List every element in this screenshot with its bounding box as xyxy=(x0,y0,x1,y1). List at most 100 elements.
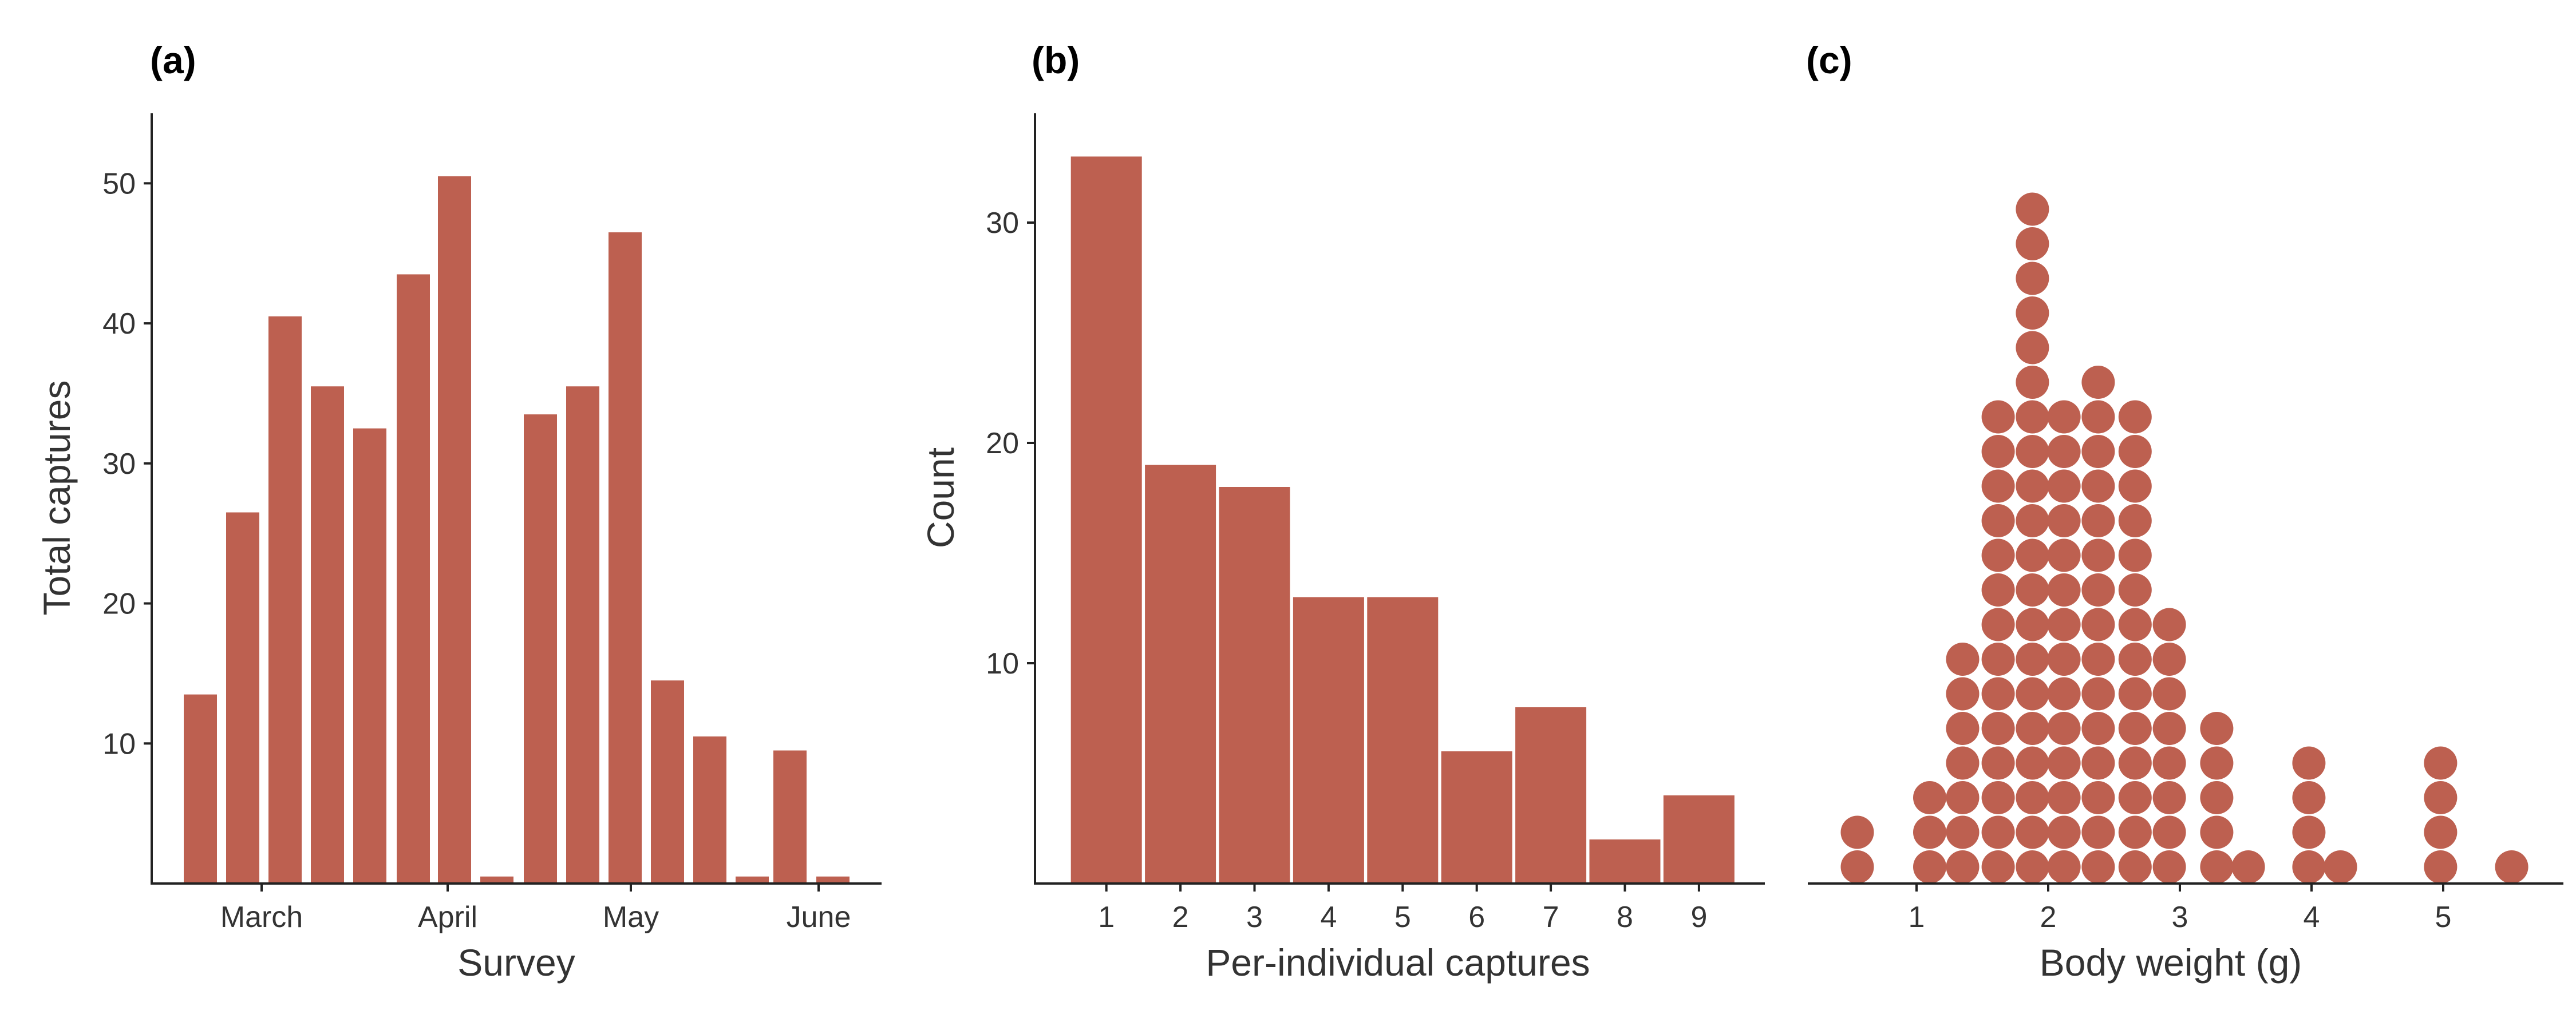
panel-c-dot xyxy=(2118,746,2152,780)
panel-b-y-tick-label: 30 xyxy=(986,207,1019,240)
panel-a-y-title: Total captures xyxy=(35,381,78,616)
panel-c-dot xyxy=(2081,400,2115,434)
panel-c-dots xyxy=(1840,192,2528,884)
panel-c-dot xyxy=(1981,400,2015,434)
panel-c-dot xyxy=(2081,643,2115,676)
panel-c-dot xyxy=(2424,850,2458,884)
panel-c-x-tick-label: 5 xyxy=(2435,901,2452,934)
panel-b-y-tick-label: 10 xyxy=(986,647,1019,680)
panel-c-dot xyxy=(2081,781,2115,814)
panel-c-dot xyxy=(2118,643,2152,676)
panel-c-dot xyxy=(2081,712,2115,745)
panel-c-dot xyxy=(2016,504,2049,537)
panel-c-dot xyxy=(2016,538,2049,572)
panel-c-dot xyxy=(2118,677,2152,711)
panel-a-x-tick-label: May xyxy=(603,901,659,934)
panel-c-dot xyxy=(2047,746,2081,780)
panel-a-bar xyxy=(438,176,471,884)
panel-a-bar xyxy=(226,512,259,884)
panel-a-bar xyxy=(773,750,807,884)
panel-c-dot xyxy=(2016,746,2049,780)
panel-c-dot xyxy=(1946,850,1980,884)
panel-c-dot xyxy=(1840,815,1874,849)
panel-b-bar xyxy=(1293,597,1364,884)
panel-c-dot xyxy=(2047,850,2081,884)
panel-b-y-tick-label: 20 xyxy=(986,427,1019,460)
panel-c-dot xyxy=(2118,850,2152,884)
panel-c-dot xyxy=(1981,815,2015,849)
panel-c: (c) 1 2 3 4 5 Body weight (g) xyxy=(1806,39,2563,984)
panel-a-bar xyxy=(693,736,726,884)
panel-c-dot xyxy=(1981,677,2015,711)
panel-c-dot xyxy=(2292,781,2326,814)
panel-c-dot xyxy=(1981,469,2015,503)
panel-c-dot xyxy=(2047,781,2081,814)
panel-c-dot xyxy=(2292,746,2326,780)
panel-c-dot xyxy=(2152,815,2186,849)
panel-b-bar xyxy=(1441,751,1512,884)
panel-c-dot xyxy=(2081,677,2115,711)
panel-a-bar xyxy=(268,316,302,884)
panel-c-dot xyxy=(2118,400,2152,434)
panel-a-bar xyxy=(184,694,217,884)
panel-b-bars xyxy=(1070,156,1735,884)
panel-a-y-ticks: 10 20 30 40 50 xyxy=(102,167,152,760)
panel-c-dot xyxy=(2118,781,2152,814)
panel-c-dot xyxy=(2118,435,2152,468)
panel-c-dot xyxy=(2016,331,2049,365)
panel-a-x-title: Survey xyxy=(457,941,575,984)
panel-c-x-tick-label: 4 xyxy=(2304,901,2320,934)
panel-c-dot xyxy=(1981,643,2015,676)
panel-a-y-tick-label: 10 xyxy=(102,727,136,760)
panel-c-dot xyxy=(2424,815,2458,849)
panel-c-dot xyxy=(1913,781,1946,814)
panel-c-dot xyxy=(2016,643,2049,676)
panel-c-dot xyxy=(2047,677,2081,711)
panel-a-bar xyxy=(480,876,513,884)
panel-c-dot xyxy=(1946,677,1980,711)
panel-b-bar xyxy=(1367,597,1439,884)
panel-c-dot xyxy=(2200,746,2234,780)
panel-c-dot xyxy=(1981,746,2015,780)
panel-a-bar xyxy=(311,386,344,884)
panel-c-dot xyxy=(1981,712,2015,745)
panel-c-x-tick-label: 2 xyxy=(2040,901,2057,934)
panel-c-dot xyxy=(1946,815,1980,849)
panel-b-y-ticks: 10 20 30 xyxy=(986,207,1035,680)
panel-c-dot xyxy=(1981,504,2015,537)
panel-c-dot xyxy=(2016,573,2049,607)
panel-c-dot xyxy=(2047,815,2081,849)
panel-a-bar xyxy=(524,414,557,884)
panel-c-dot xyxy=(2292,850,2326,884)
panel-c-dot xyxy=(2081,435,2115,468)
panel-c-dot xyxy=(2292,815,2326,849)
panel-a-y-tick-label: 40 xyxy=(102,307,136,340)
panel-b-bar xyxy=(1219,487,1290,884)
panel-c-dot xyxy=(2200,712,2234,745)
panel-c-dot xyxy=(2081,504,2115,537)
panel-c-dot xyxy=(2016,469,2049,503)
panel-c-dot xyxy=(2152,643,2186,676)
panel-c-dot xyxy=(2152,712,2186,745)
panel-c-dot xyxy=(2047,573,2081,607)
panel-c-dot xyxy=(2118,469,2152,503)
panel-c-dot xyxy=(2152,850,2186,884)
panel-c-dot xyxy=(2047,435,2081,468)
panel-c-dot xyxy=(2081,746,2115,780)
panel-c-dot xyxy=(1946,712,1980,745)
panel-a-y-tick-label: 50 xyxy=(102,167,136,200)
panel-c-dot xyxy=(2047,469,2081,503)
panel-a-bar xyxy=(816,876,850,884)
panel-b-x-tick-label: 9 xyxy=(1690,901,1707,934)
panel-b-x-tick-label: 5 xyxy=(1394,901,1411,934)
panel-c-dot xyxy=(2118,815,2152,849)
panel-c-dot xyxy=(2047,608,2081,641)
panel-a-x-tick-label: June xyxy=(787,901,851,934)
panel-a-y-tick-label: 20 xyxy=(102,588,136,621)
panel-c-dot xyxy=(2016,435,2049,468)
panel-c-dot xyxy=(1946,643,1980,676)
panel-c-dot xyxy=(2118,504,2152,537)
panel-c-dot xyxy=(1981,573,2015,607)
panel-c-dot xyxy=(2081,573,2115,607)
